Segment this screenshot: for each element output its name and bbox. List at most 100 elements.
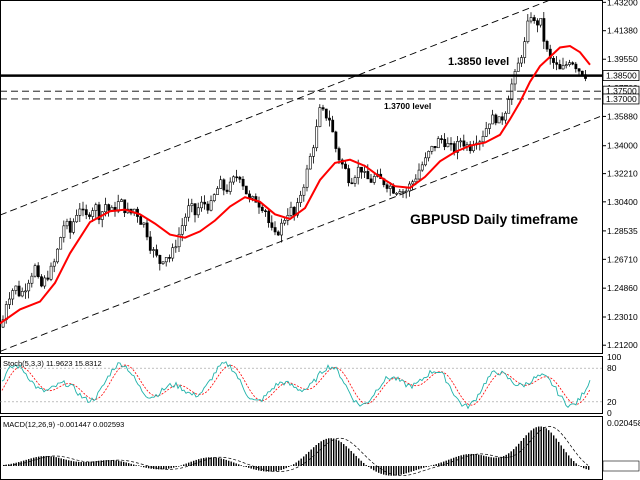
candle-body	[404, 190, 408, 193]
candle	[366, 164, 370, 180]
macd-bar	[445, 460, 447, 466]
candle	[72, 218, 75, 235]
candle-body	[552, 57, 555, 63]
candle	[200, 196, 203, 212]
candle-body	[62, 225, 66, 238]
macd-bar	[65, 459, 67, 466]
macd-bar	[583, 466, 585, 469]
macd-bar	[330, 438, 332, 466]
candle	[292, 206, 296, 221]
candle-body	[75, 215, 79, 223]
stoch-panel	[0, 356, 603, 414]
macd-bar	[548, 430, 550, 466]
macd-bar	[510, 451, 512, 466]
price-tick-label: 1.21200	[607, 340, 638, 350]
macd-bar	[5, 464, 7, 466]
macd-bar	[385, 466, 387, 476]
candle	[289, 201, 293, 218]
candle	[395, 192, 399, 196]
macd-bar	[63, 459, 65, 466]
candle	[564, 61, 568, 69]
candle-body	[558, 64, 562, 70]
candle-body	[257, 201, 261, 208]
candle	[40, 274, 43, 288]
macd-bar	[138, 465, 140, 466]
macd-bar	[198, 459, 200, 466]
candle-body	[504, 112, 507, 121]
macd-signal-line	[2, 426, 589, 477]
candle	[59, 236, 63, 250]
candle-body	[40, 276, 43, 287]
candle-body	[520, 57, 523, 64]
price-tick-label: 1.41380	[607, 26, 638, 36]
candle	[529, 12, 533, 24]
macd-bar	[298, 460, 300, 466]
macd-bar	[15, 462, 17, 466]
macd-bar	[533, 428, 535, 466]
candle	[523, 37, 527, 64]
macd-bar	[553, 435, 555, 466]
macd-bar	[373, 466, 375, 471]
candle-body	[350, 182, 354, 185]
macd-bar	[88, 461, 90, 466]
stoch-tick-label: 0	[607, 408, 612, 418]
candle-body	[366, 171, 370, 180]
candle	[574, 61, 578, 73]
stoch-title: Stoch(5,3,3) 11.9623 15.8312	[3, 359, 102, 368]
candle-body	[388, 185, 392, 189]
candle-body	[561, 65, 565, 70]
macd-bar	[83, 462, 85, 466]
candle	[94, 202, 98, 219]
macd-bar	[283, 466, 285, 470]
candle-body	[14, 285, 18, 291]
candle-body	[65, 220, 69, 227]
candle-body	[43, 277, 47, 287]
macd-bar	[163, 466, 165, 470]
macd-bar	[468, 454, 470, 466]
price-tick-label: 1.28535	[607, 226, 638, 236]
macd-bar	[173, 466, 175, 468]
candle-body	[513, 71, 517, 85]
trend-channel	[0, 0, 601, 352]
candle	[68, 217, 72, 239]
macd-bar	[250, 466, 252, 469]
macd-bar	[140, 466, 142, 467]
candle	[312, 144, 315, 164]
macd-bar	[465, 454, 467, 466]
macd-bar	[403, 466, 405, 474]
candle	[504, 111, 507, 124]
macd-bar	[343, 444, 345, 466]
price-tick-label: 1.34000	[607, 141, 638, 151]
macd-bar	[463, 454, 465, 466]
candle	[532, 14, 536, 24]
axis-label-box	[602, 70, 640, 81]
macd-bar	[565, 452, 567, 466]
macd-bar	[563, 448, 565, 466]
candle	[203, 195, 207, 210]
candle	[238, 175, 242, 184]
candle	[120, 198, 123, 202]
macd-bar	[93, 461, 95, 466]
candle-body	[507, 99, 511, 114]
candle	[27, 279, 31, 299]
macd-bar	[143, 466, 145, 468]
candle-body	[283, 220, 287, 224]
candle	[315, 119, 319, 152]
macd-bar	[90, 461, 92, 466]
candle	[408, 181, 411, 197]
macd-bar	[183, 464, 185, 466]
candle	[328, 110, 331, 127]
candle	[555, 56, 559, 71]
macd-bar	[230, 461, 232, 466]
candle-body	[484, 128, 488, 137]
candle-body	[420, 164, 424, 171]
macd-bar	[263, 466, 265, 472]
candle-body	[574, 63, 578, 70]
candle	[20, 287, 24, 298]
candle	[174, 239, 178, 253]
candle-body	[228, 181, 232, 192]
candle-body	[555, 62, 559, 65]
candle	[273, 221, 277, 236]
